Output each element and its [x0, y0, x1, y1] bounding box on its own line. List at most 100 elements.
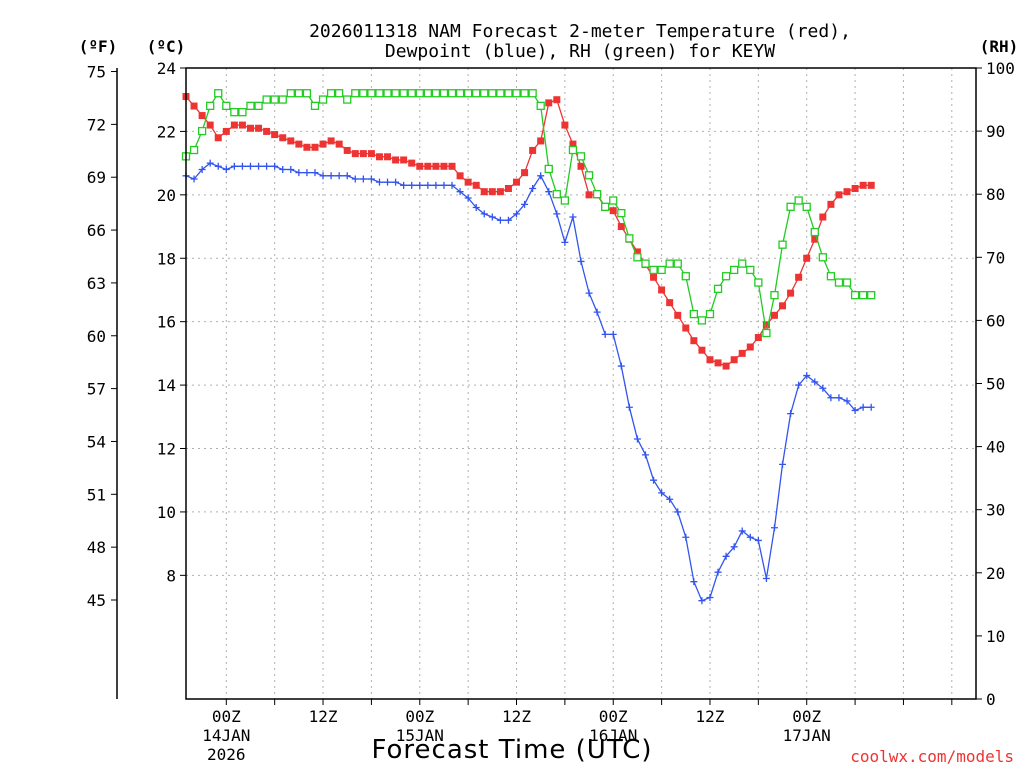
data-point — [416, 162, 424, 170]
data-point — [609, 207, 617, 215]
data-point — [795, 273, 803, 281]
data-point — [198, 165, 206, 173]
data-point — [811, 235, 819, 243]
data-point — [439, 89, 449, 98]
data-point — [657, 265, 666, 275]
series-layer — [181, 89, 876, 605]
data-point — [375, 89, 384, 98]
chart-title-line-2: Dewpoint (blue), RH (green) for KEYW — [385, 41, 775, 62]
celsius-tick-label: 22 — [157, 122, 176, 141]
data-point — [392, 156, 400, 164]
rh-tick-label: 20 — [986, 564, 1005, 583]
data-point — [617, 362, 625, 370]
data-point — [335, 89, 344, 98]
data-point — [383, 89, 392, 98]
data-point — [738, 259, 747, 268]
data-point — [310, 101, 320, 111]
data-point — [730, 356, 738, 364]
data-point — [843, 188, 851, 196]
data-point — [859, 403, 867, 411]
data-point — [206, 101, 215, 111]
data-point — [810, 227, 819, 237]
data-point — [585, 289, 593, 297]
x-tick-label: 00Z — [212, 707, 241, 726]
data-point — [263, 127, 271, 135]
data-point — [802, 202, 811, 211]
series-line — [185, 162, 872, 602]
data-point — [214, 134, 222, 142]
rh-unit-label: (RH) — [980, 37, 1019, 56]
data-point — [762, 328, 771, 338]
data-point — [787, 410, 795, 418]
data-point — [569, 140, 577, 148]
chart-title-line-1: 2026011318 NAM Forecast 2-meter Temperat… — [309, 21, 851, 42]
data-point — [690, 578, 698, 586]
data-point — [779, 460, 787, 468]
x-tick-date: 16JAN — [589, 726, 637, 745]
data-point — [754, 334, 762, 342]
data-point — [246, 124, 254, 132]
data-point — [359, 89, 368, 98]
data-point — [665, 259, 674, 268]
data-point — [480, 89, 489, 98]
data-point — [456, 172, 464, 180]
data-point — [424, 181, 432, 189]
data-point — [650, 273, 658, 281]
data-point — [561, 238, 569, 246]
data-point — [214, 89, 223, 98]
data-point — [375, 153, 383, 161]
data-point — [286, 89, 295, 98]
chart-title: 2026011318 NAM Forecast 2-meter Temperat… — [309, 21, 851, 62]
fahrenheit-tick-label: 54 — [87, 432, 106, 451]
data-point — [682, 533, 690, 541]
data-point — [384, 178, 392, 186]
data-point — [787, 289, 795, 297]
data-point — [447, 89, 457, 98]
x-axis-title: Forecast Time (UTC) — [371, 735, 652, 765]
data-point — [834, 278, 844, 287]
data-point — [561, 121, 569, 129]
data-point — [464, 178, 472, 186]
data-point — [255, 124, 263, 132]
data-point — [504, 216, 512, 224]
data-point — [431, 89, 441, 98]
data-point — [633, 253, 642, 262]
data-point — [521, 200, 529, 208]
data-point — [641, 451, 649, 459]
data-point — [432, 181, 440, 189]
data-point — [318, 95, 328, 104]
fahrenheit-tick-label: 57 — [87, 380, 106, 399]
data-point — [367, 89, 376, 98]
data-point — [633, 248, 641, 256]
data-point — [545, 99, 553, 107]
celsius-tick-label: 14 — [157, 376, 176, 395]
data-point — [794, 196, 803, 205]
data-point — [569, 213, 577, 221]
data-point — [705, 309, 715, 319]
data-point — [496, 89, 505, 98]
data-point — [722, 552, 730, 560]
data-point — [762, 575, 770, 583]
data-point — [851, 184, 859, 192]
rh-tick-label: 90 — [986, 122, 1005, 141]
data-point — [625, 403, 633, 411]
fahrenheit-tick-label: 66 — [87, 221, 106, 240]
data-point — [214, 162, 222, 170]
data-point — [504, 89, 513, 98]
data-point — [690, 337, 698, 345]
data-point — [617, 223, 625, 231]
x-tick-date: 17JAN — [783, 726, 831, 745]
data-point — [867, 291, 876, 300]
data-point — [658, 286, 666, 294]
data-point — [311, 169, 319, 177]
data-point — [326, 89, 336, 98]
x-tick-label: 00Z — [792, 707, 821, 726]
fahrenheit-tick-label: 63 — [87, 274, 106, 293]
grid — [186, 67, 976, 699]
data-point — [351, 150, 359, 158]
data-point — [803, 372, 811, 380]
data-point — [287, 165, 295, 173]
data-point — [528, 89, 537, 98]
data-point — [819, 384, 827, 392]
rh-tick-label: 60 — [986, 311, 1005, 330]
